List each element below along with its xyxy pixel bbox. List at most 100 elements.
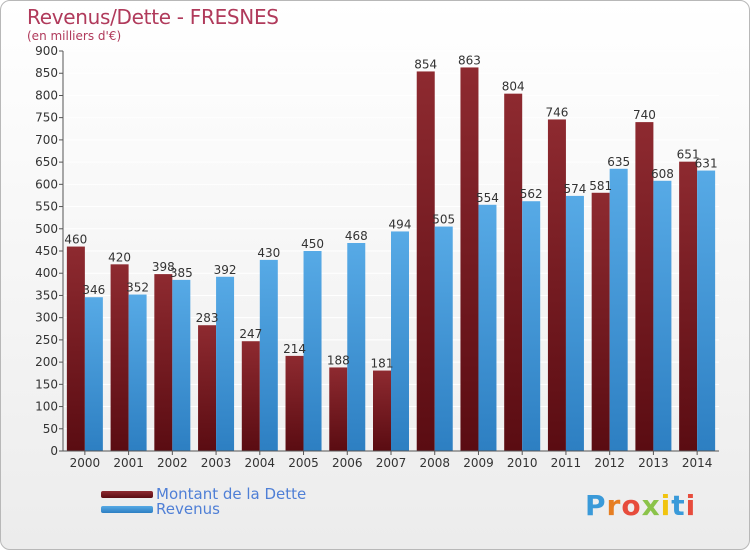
value-label-dette: 863 [458,53,481,67]
bar-dette [504,93,523,452]
x-tick-label: 2008 [419,456,450,470]
value-label-dette: 181 [371,357,394,371]
x-tick-label: 2013 [638,456,669,470]
logo-letter: r [606,489,622,522]
bars-group [66,67,716,452]
bar-revenus [259,259,278,451]
value-label-revenus: 385 [170,266,193,280]
bar-revenus [347,243,366,451]
bar-dette [154,274,173,451]
bar-revenus [522,201,541,451]
value-label-dette: 398 [152,260,175,274]
legend-label-revenus: Revenus [156,500,220,518]
x-tick-label: 2005 [288,456,319,470]
bar-revenus [84,297,103,451]
x-tick-label: 2001 [113,456,144,470]
bar-revenus [653,180,672,451]
y-tick-label: 850 [35,66,58,80]
bar-dette [591,192,610,451]
proxiti-logo: Proxiti [585,489,696,522]
x-tick-label: 2003 [201,456,232,470]
logo-letter: t [671,489,686,522]
value-label-dette: 746 [545,105,568,119]
y-tick-label: 700 [35,133,58,147]
value-label-revenus: 635 [607,155,630,169]
value-label-revenus: 392 [214,263,237,277]
y-tick-label: 600 [35,177,58,191]
y-tick-label: 800 [35,88,58,102]
bar-revenus [216,276,235,451]
bar-dette [198,325,217,451]
bar-dette [635,122,654,451]
y-tick-label: 550 [35,200,58,214]
y-tick-label: 50 [43,422,58,436]
bar-dette [547,119,566,451]
x-tick-label: 2002 [157,456,188,470]
value-label-revenus: 494 [389,217,412,231]
value-label-revenus: 562 [520,187,543,201]
x-tick-label: 2010 [507,456,538,470]
x-tick-label: 2006 [332,456,363,470]
logo-letter: x [641,489,661,522]
x-tick-label: 2004 [245,456,276,470]
value-label-dette: 214 [283,342,306,356]
logo-letter: o [621,489,642,522]
value-label-revenus: 468 [345,229,368,243]
bar-dette [416,71,435,451]
value-label-dette: 581 [589,179,612,193]
bar-revenus [434,226,453,451]
value-label-dette: 740 [633,108,656,122]
bar-dette [679,161,698,451]
legend-item-dette: Montant de la Dette [101,487,306,502]
bar-dette [285,355,304,451]
value-label-revenus: 574 [563,182,586,196]
bar-revenus [478,204,497,451]
legend-swatch-revenus [101,506,153,513]
value-label-dette: 420 [108,250,131,264]
y-tick-label: 150 [35,377,58,391]
y-tick-label: 900 [35,44,58,58]
x-tick-label: 2007 [376,456,407,470]
y-tick-label: 450 [35,244,58,258]
bar-revenus [697,170,716,452]
bar-revenus [303,251,322,451]
legend-item-revenus: Revenus [101,502,306,517]
logo-letter: i [660,489,672,522]
x-tick-label: 2000 [70,456,101,470]
bar-dette [241,341,260,451]
bar-dette [373,370,391,451]
chart-subtitle: (en milliers d'€) [27,29,122,43]
bar-dette [329,367,348,451]
bar-dette [460,67,479,451]
value-label-revenus: 352 [126,281,149,295]
legend: Montant de la Dette Revenus [101,487,306,517]
value-label-revenus: 631 [695,157,718,171]
value-label-dette: 854 [414,57,437,71]
x-tick-label: 2011 [551,456,582,470]
y-tick-label: 250 [35,333,58,347]
bar-revenus [391,231,409,451]
value-label-dette: 283 [196,311,219,325]
value-label-revenus: 450 [301,237,324,251]
value-label-revenus: 346 [82,283,105,297]
bar-revenus [128,294,147,451]
axes: 0 50 100 150 200 250 300 350 400 450 500 550 600 650 7… [35,44,719,470]
logo-letter: i [685,489,697,522]
bar-dette [66,246,85,451]
y-tick-label: 200 [35,355,58,369]
value-label-dette: 460 [64,233,87,247]
y-tick-label: 100 [35,400,58,414]
value-label-dette: 651 [677,148,700,162]
bar-revenus [609,168,628,451]
y-tick-label: 750 [35,111,58,125]
y-tick-label: 350 [35,288,58,302]
chart-title: Revenus/Dette - FRESNES [27,5,279,29]
y-tick-label: 400 [35,266,58,280]
value-label-dette: 247 [239,327,262,341]
bar-dette [110,264,129,451]
value-label-dette: 804 [502,80,525,94]
y-tick-label: 0 [50,444,58,458]
